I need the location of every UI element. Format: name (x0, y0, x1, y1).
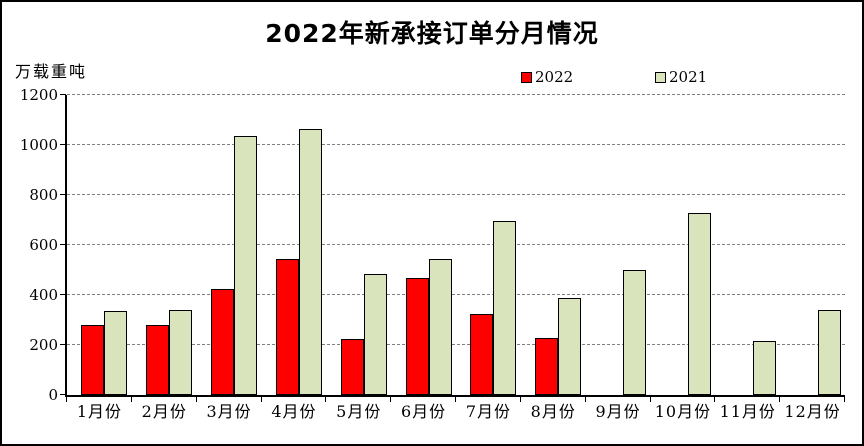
x-tick-mark-4 (325, 397, 327, 402)
x-tick-mark-11 (779, 397, 781, 402)
legend-label-2021: 2021 (669, 68, 708, 86)
y-tick-label-600: 600 (29, 236, 58, 254)
bar-2021-7月份 (493, 221, 517, 395)
legend-item-2022: 2022 (521, 68, 573, 86)
y-tick-mark-1000 (60, 144, 66, 145)
x-tick-label-6月份: 6月份 (400, 402, 447, 421)
x-tick-label-10月份: 10月份 (654, 402, 712, 421)
y-tick-mark-400 (60, 294, 66, 295)
bar-2022-1月份 (81, 325, 105, 395)
x-tick-label-8月份: 8月份 (530, 402, 576, 421)
legend-label-2022: 2022 (535, 68, 574, 86)
bar-2022-2月份 (146, 325, 170, 395)
bar-2022-6月份 (405, 277, 429, 395)
x-tick-mark-8 (584, 397, 586, 402)
y-tick-label-1200: 1200 (19, 86, 58, 104)
bar-2022-5月份 (340, 338, 364, 395)
x-tick-mark-12 (844, 397, 845, 402)
y-tick-mark-600 (60, 244, 66, 245)
y-axis-unit-label: 万载重吨 (15, 62, 88, 81)
plot-area (65, 95, 845, 397)
x-tick-label-4月份: 4月份 (271, 402, 317, 421)
bar-2021-5月份 (363, 273, 387, 395)
gridline-1000 (67, 144, 845, 145)
legend-item-2021: 2021 (655, 68, 707, 86)
gridline-200 (67, 344, 845, 345)
x-tick-label-11月份: 11月份 (719, 402, 776, 421)
bar-2022-8月份 (535, 337, 559, 395)
x-tick-mark-10 (714, 397, 716, 402)
gridline-800 (67, 194, 845, 195)
bar-2021-9月份 (623, 270, 647, 395)
x-tick-label-5月份: 5月份 (336, 402, 382, 421)
bar-2021-2月份 (169, 310, 193, 395)
y-tick-label-400: 400 (29, 286, 58, 304)
chart-title: 2022年新承接订单分月情况 (265, 19, 599, 48)
bar-2021-8月份 (558, 297, 582, 395)
y-tick-mark-800 (60, 194, 66, 195)
y-tick-label-800: 800 (29, 186, 58, 204)
y-tick-mark-0 (60, 394, 66, 395)
bar-2021-3月份 (234, 136, 258, 395)
y-tick-label-200: 200 (29, 336, 58, 354)
bar-2022-4月份 (275, 258, 299, 395)
y-tick-label-0: 0 (48, 386, 58, 404)
bar-2021-11月份 (752, 341, 776, 395)
bar-2022-7月份 (470, 313, 494, 395)
bar-2021-6月份 (428, 258, 452, 395)
bar-2022-3月份 (211, 288, 235, 395)
x-tick-label-7月份: 7月份 (465, 402, 511, 421)
y-tick-mark-200 (60, 344, 66, 345)
legend-swatch-2021-icon (655, 71, 666, 83)
gridline-400 (67, 294, 845, 295)
x-tick-label-3月份: 3月份 (206, 402, 252, 421)
bar-2021-10月份 (687, 212, 711, 395)
x-tick-mark-1 (130, 397, 132, 402)
x-tick-mark-0 (66, 397, 67, 402)
y-tick-label-1000: 1000 (19, 136, 58, 154)
x-tick-mark-9 (649, 397, 651, 402)
x-tick-mark-5 (390, 397, 392, 402)
gridline-600 (67, 244, 845, 245)
x-tick-label-9月份: 9月份 (595, 402, 641, 421)
legend-swatch-2022-icon (521, 71, 532, 83)
x-tick-label-12月份: 12月份 (784, 402, 841, 421)
x-tick-label-1月份: 1月份 (76, 402, 122, 421)
x-tick-mark-6 (455, 397, 456, 402)
x-tick-mark-2 (195, 397, 197, 402)
bar-2021-1月份 (104, 311, 128, 395)
y-tick-mark-1200 (60, 94, 66, 95)
x-tick-label-2月份: 2月份 (141, 402, 187, 421)
x-tick-mark-3 (260, 397, 262, 402)
x-tick-mark-7 (519, 397, 521, 402)
gridline-1200 (67, 94, 845, 95)
bar-2021-12月份 (817, 310, 841, 395)
bar-2021-4月份 (298, 128, 322, 395)
